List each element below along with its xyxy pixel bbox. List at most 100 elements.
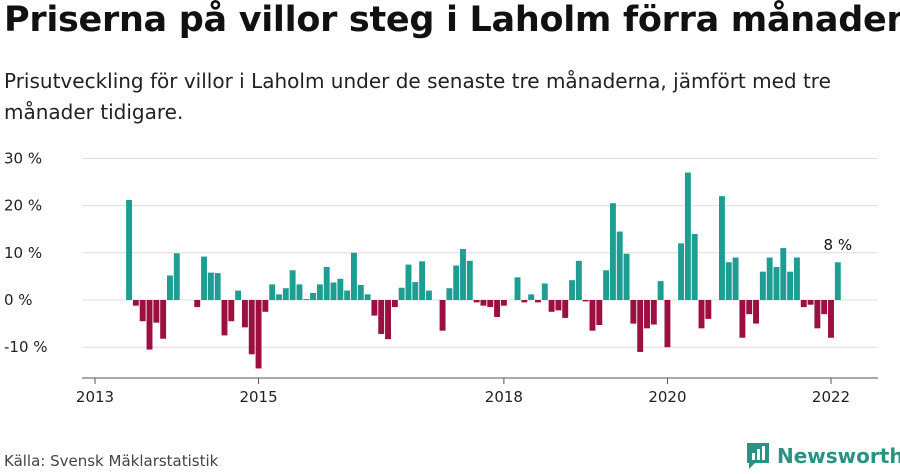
bar (487, 300, 494, 308)
x-tick-label: 2020 (648, 388, 686, 406)
bar (562, 300, 569, 318)
bar (691, 233, 698, 300)
brand-name: Newsworthy (777, 444, 900, 468)
bar (194, 300, 201, 308)
tick-labels: -10 % 0 % 10 % 20 % 30 % 2013 2015 2018 2020 2022… (4, 149, 852, 406)
bar (637, 300, 644, 352)
bar (289, 270, 296, 300)
bar (657, 281, 664, 300)
bar (439, 300, 446, 331)
bar (337, 278, 344, 300)
bars (126, 172, 841, 369)
bar (207, 272, 214, 300)
bar (678, 243, 685, 300)
bar (725, 262, 732, 300)
bar (160, 300, 167, 339)
bar (644, 300, 650, 329)
bar (609, 203, 616, 300)
latest-value-label: 8 % (824, 236, 853, 254)
bar (248, 300, 255, 355)
bar (323, 266, 330, 300)
bar (255, 300, 262, 369)
source-note: Källa: Svensk Mäklarstatistik (4, 452, 219, 470)
bar (344, 290, 351, 300)
bar (214, 273, 221, 300)
bar (425, 290, 432, 300)
bar (364, 294, 371, 300)
bar (623, 253, 630, 300)
bar (201, 256, 207, 300)
bar (126, 199, 133, 300)
bar (828, 300, 834, 338)
bar (548, 300, 555, 312)
bar (555, 300, 562, 311)
bar (759, 271, 766, 300)
bar (146, 300, 153, 350)
bar (235, 290, 242, 300)
bar (473, 300, 480, 303)
bar (153, 300, 160, 323)
bar (412, 282, 419, 300)
bar (378, 300, 385, 334)
bar (814, 300, 821, 329)
bar (732, 257, 739, 300)
bar (385, 300, 391, 340)
bar (807, 300, 814, 305)
bar (698, 300, 705, 329)
bar (603, 270, 610, 300)
bar (494, 300, 501, 317)
bar (780, 248, 787, 300)
bar (228, 300, 235, 322)
bar (466, 260, 473, 300)
bar (282, 288, 289, 300)
brand-logo: Newsworthy (745, 441, 900, 471)
bar (616, 231, 623, 300)
bar (705, 300, 712, 319)
x-tick-label: 2015 (239, 388, 277, 406)
bar (419, 261, 426, 300)
bar (569, 280, 575, 300)
bar (460, 249, 466, 300)
bar (276, 294, 282, 300)
bar (650, 300, 657, 325)
bar (753, 300, 759, 324)
bar (357, 284, 364, 300)
bar (596, 300, 603, 326)
bar (173, 253, 180, 300)
bar (664, 300, 671, 348)
bar (405, 264, 412, 300)
bar (719, 196, 725, 300)
y-tick-label: 30 % (4, 149, 42, 167)
bar (535, 300, 541, 303)
bar (834, 262, 841, 300)
bar (453, 265, 460, 300)
bar (514, 277, 521, 300)
bar (296, 284, 303, 300)
bar (746, 300, 753, 315)
bar-chart: -10 % 0 % 10 % 20 % 30 % 2013 2015 2018 2020 2022… (4, 149, 878, 406)
bar (398, 287, 405, 300)
bar (391, 300, 398, 308)
bar (541, 283, 548, 300)
bar (167, 275, 173, 300)
bar (310, 292, 317, 300)
y-tick-label: 10 % (4, 244, 42, 262)
bar (139, 300, 146, 322)
x-tick-label: 2018 (485, 388, 523, 406)
newsworthy-logo-icon (747, 443, 769, 469)
bar (132, 300, 139, 306)
bar (766, 257, 773, 300)
chart-subtitle: Prisutveckling för villor i Laholm under… (4, 69, 831, 124)
bar (221, 300, 228, 336)
bar (582, 300, 589, 302)
bar (241, 300, 248, 328)
y-tick-label: 20 % (4, 197, 42, 215)
y-tick-label: 0 % (4, 291, 33, 309)
bar (269, 284, 276, 300)
bar (821, 300, 828, 315)
x-tick-label: 2022 (812, 388, 850, 406)
bar (739, 300, 746, 338)
bar (630, 300, 637, 324)
bar (500, 300, 507, 306)
bar (773, 266, 780, 300)
